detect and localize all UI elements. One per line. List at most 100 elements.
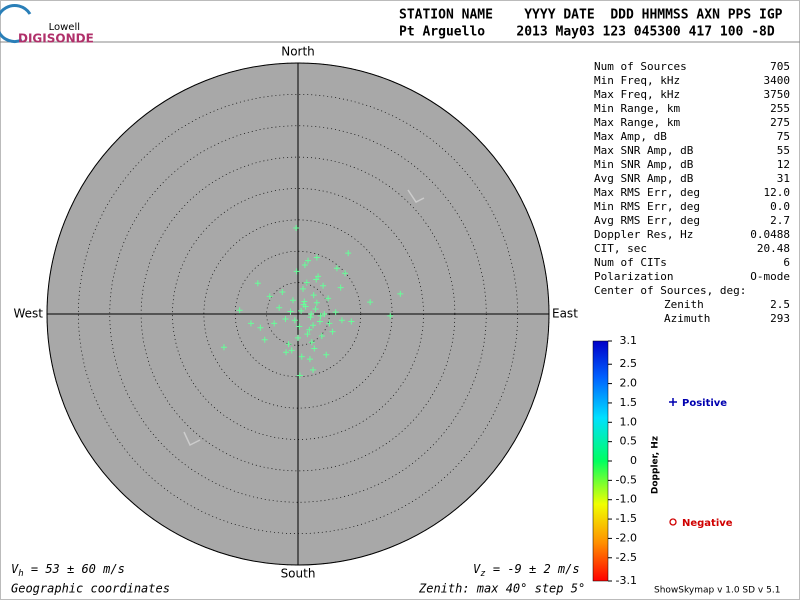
source-point — [291, 317, 298, 324]
source-point — [220, 344, 227, 351]
stat-value: 6 — [783, 256, 790, 269]
source-point — [367, 299, 374, 306]
source-point — [305, 257, 312, 264]
source-point — [342, 270, 349, 277]
source-point — [338, 317, 345, 324]
direction-label: East — [552, 307, 578, 321]
stat-value: 3750 — [764, 88, 791, 101]
source-point — [387, 312, 394, 319]
source-point — [323, 351, 330, 358]
source-point — [295, 334, 301, 341]
velocity-mark — [407, 189, 425, 203]
stat-value: 275 — [770, 116, 790, 129]
legend-label: Negative — [682, 518, 733, 529]
source-point — [257, 324, 264, 331]
stat-label: Avg SNR Amp, dB — [594, 172, 694, 185]
stat-value: 255 — [770, 102, 790, 115]
header-line: STATION NAME YYYY DATE DDD HHMMSS AXN PP… — [399, 8, 783, 23]
center-title: Center of Sources, deg: — [594, 284, 746, 297]
stat-label: Max Freq, kHz — [594, 88, 680, 101]
source-point — [308, 311, 315, 317]
colorbar-tick-label: 1.5 — [620, 396, 638, 409]
colorbar-tick-label: 0.5 — [620, 435, 638, 448]
colorbar-tick-label: -2.5 — [616, 551, 637, 564]
legend-marker — [669, 398, 677, 406]
source-point — [271, 320, 278, 327]
source-point — [315, 273, 322, 280]
colorbar — [592, 340, 609, 582]
source-point — [301, 298, 308, 305]
colorbar-tick-label: -0.5 — [616, 473, 637, 486]
stat-label: Polarization — [594, 270, 673, 283]
source-point — [303, 279, 310, 286]
source-point — [296, 323, 303, 330]
colorbar-tick-label: -1.0 — [616, 493, 637, 506]
source-point — [279, 289, 286, 296]
stat-label: CIT, sec — [594, 242, 647, 255]
stat-label: Min SNR Amp, dB — [594, 158, 694, 171]
colorbar-tick-label: 2.0 — [620, 377, 638, 390]
stat-label: Min Freq, kHz — [594, 74, 680, 87]
source-point — [247, 320, 254, 327]
source-point — [337, 284, 344, 291]
version: ShowSkymap v 1.0 SD v 5.1 — [654, 586, 780, 596]
stat-value: 12 — [777, 158, 790, 171]
logo-bottom: DIGISONDE — [18, 32, 94, 46]
source-point — [313, 299, 320, 306]
source-point — [317, 312, 324, 319]
source-point — [306, 356, 313, 363]
colorbar-tick-label: -3.1 — [616, 574, 637, 587]
source-point — [298, 353, 305, 360]
source-point — [285, 341, 292, 348]
source-point — [306, 326, 313, 333]
vertical-velocity: Vz = -9 ± 2 m/s — [473, 562, 580, 579]
stat-value: O-mode — [750, 270, 790, 283]
source-point — [332, 309, 339, 316]
header-line: Pt Arguello 2013 May03 123 045300 417 10… — [399, 25, 775, 40]
source-point — [288, 347, 295, 354]
stat-value: 75 — [777, 130, 790, 143]
source-point — [320, 282, 327, 289]
colorbar-tick-label: 3.1 — [620, 334, 638, 347]
source-point — [289, 297, 296, 304]
stat-label: Num of CITs — [594, 256, 667, 269]
source-point — [300, 285, 307, 292]
stat-value: 31 — [777, 172, 790, 185]
direction-label: South — [281, 567, 316, 581]
colorbar-tick-label: 2.5 — [620, 357, 638, 370]
stat-label: Min RMS Err, deg — [594, 200, 700, 213]
center-label: Zenith — [664, 298, 704, 311]
source-point — [316, 318, 323, 325]
source-point — [321, 311, 328, 317]
source-point — [325, 295, 332, 302]
velocity-mark — [183, 431, 201, 447]
source-point — [333, 265, 340, 272]
colorbar-tick-label: 1.0 — [620, 415, 638, 428]
source-point — [345, 250, 352, 257]
colorbar-tick-label: 0 — [630, 454, 637, 467]
source-point — [326, 320, 333, 327]
colorbar-tick-label: -1.5 — [616, 512, 637, 525]
source-point — [313, 276, 320, 283]
stat-label: Max RMS Err, deg — [594, 186, 700, 199]
stat-value: 55 — [777, 144, 790, 157]
source-point — [307, 314, 314, 321]
source-point — [310, 322, 317, 329]
source-point — [282, 316, 289, 323]
source-point — [329, 328, 336, 335]
source-point — [296, 372, 303, 379]
center-value: 293 — [770, 312, 790, 325]
source-point — [261, 336, 268, 343]
stat-label: Num of Sources — [594, 60, 687, 73]
logo-arc — [0, 4, 32, 44]
source-point — [254, 280, 261, 287]
center-value: 2.5 — [770, 298, 790, 311]
direction-label: West — [13, 307, 43, 321]
stat-label: Max SNR Amp, dB — [594, 144, 694, 157]
source-point — [283, 349, 290, 356]
legend-marker — [669, 518, 677, 526]
source-point — [301, 262, 308, 269]
stat-value: 2.7 — [770, 214, 790, 227]
source-point — [308, 339, 315, 346]
